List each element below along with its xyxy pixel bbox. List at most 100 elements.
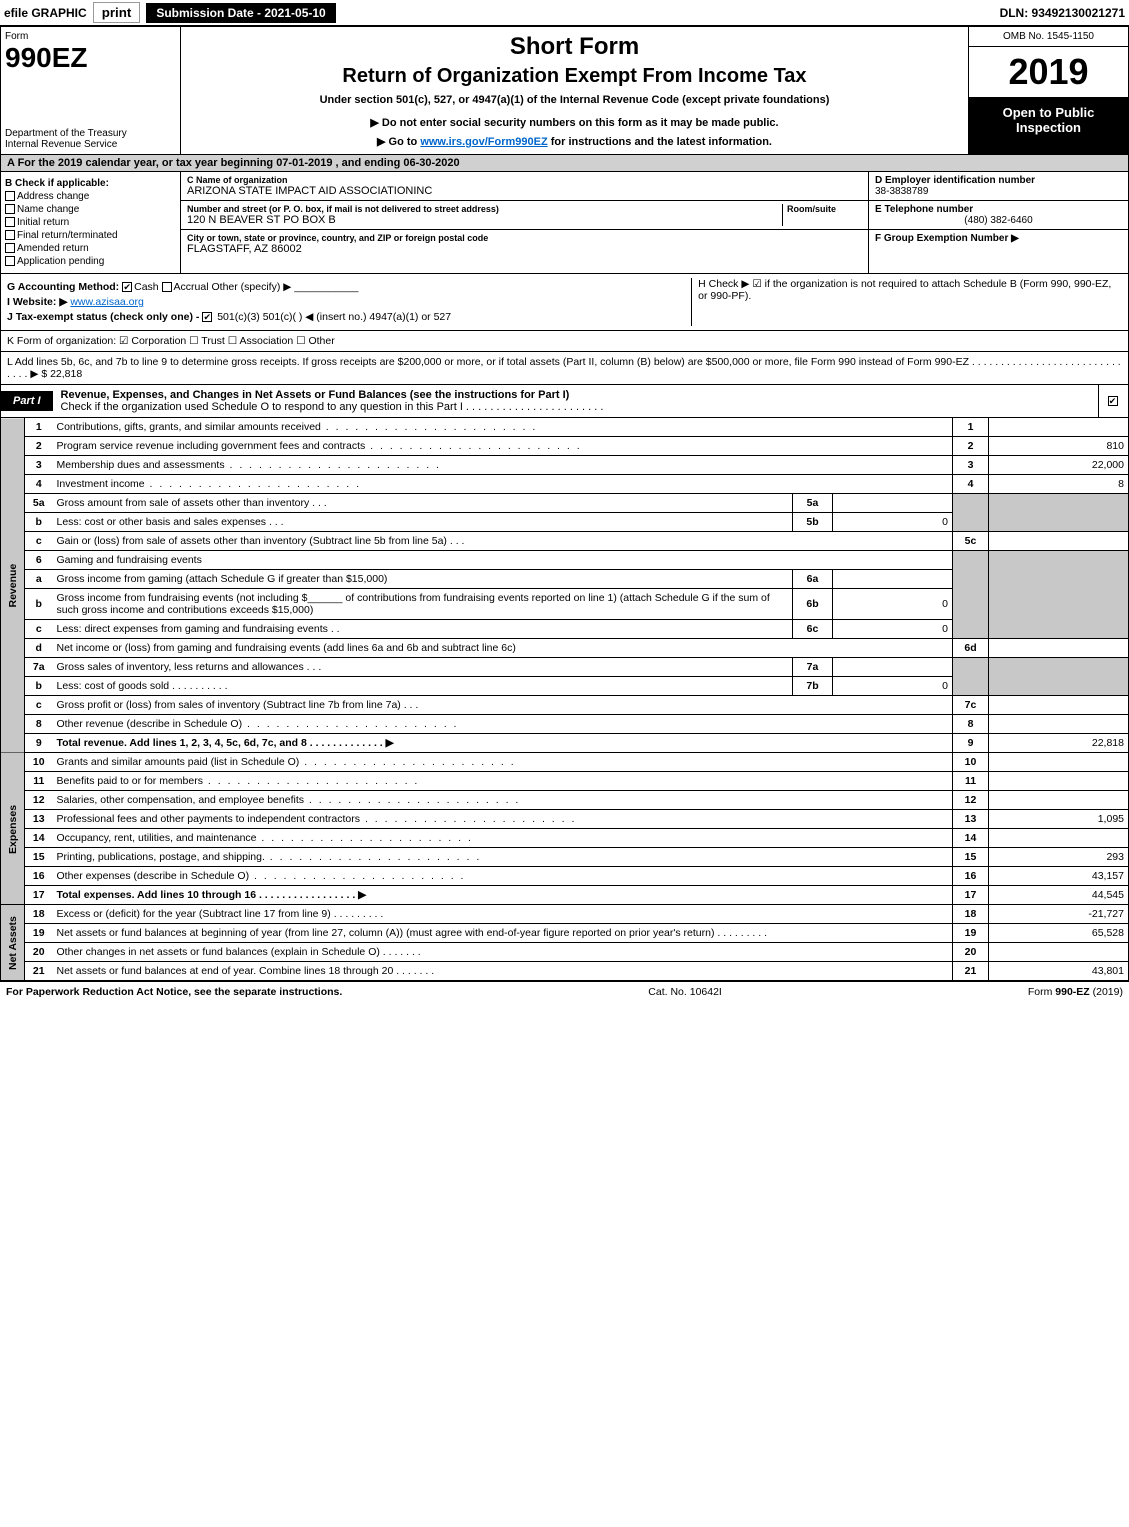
line10-val xyxy=(989,753,1129,772)
line5c-desc: Gain or (loss) from sale of assets other… xyxy=(57,535,447,547)
line12-val xyxy=(989,791,1129,810)
line7b-val: 0 xyxy=(833,677,953,696)
omb-number: OMB No. 1545-1150 xyxy=(969,27,1128,47)
line5a-val xyxy=(833,494,953,513)
city-state-zip: FLAGSTAFF, AZ 86002 xyxy=(187,243,862,255)
line21-val: 43,801 xyxy=(989,962,1129,981)
line4-val: 8 xyxy=(989,475,1129,494)
line13-val: 1,095 xyxy=(989,810,1129,829)
city-label: City or town, state or province, country… xyxy=(187,233,862,243)
note2-post: for instructions and the latest informat… xyxy=(548,136,772,148)
line5b-desc: Less: cost or other basis and sales expe… xyxy=(57,516,267,528)
note2-pre: ▶ Go to xyxy=(377,136,420,148)
line2-desc: Program service revenue including govern… xyxy=(57,440,366,452)
line19-val: 65,528 xyxy=(989,924,1129,943)
line15-val: 293 xyxy=(989,848,1129,867)
line8-val xyxy=(989,715,1129,734)
part-1-header: Part I Revenue, Expenses, and Changes in… xyxy=(0,385,1129,418)
line1-val xyxy=(989,418,1129,437)
line17-desc: Total expenses. Add lines 10 through 16 xyxy=(57,889,257,901)
entity-info: B Check if applicable: Address change Na… xyxy=(0,172,1129,274)
department: Department of the Treasury Internal Reve… xyxy=(5,128,176,150)
revenue-side-label: Revenue xyxy=(1,418,25,753)
line13-desc: Professional fees and other payments to … xyxy=(57,813,361,825)
line7c-val xyxy=(989,696,1129,715)
room-label: Room/suite xyxy=(787,204,862,214)
dept-line2: Internal Revenue Service xyxy=(5,139,176,150)
line14-desc: Occupancy, rent, utilities, and maintena… xyxy=(57,832,257,844)
top-bar-left: efile GRAPHIC print Submission Date - 20… xyxy=(4,2,336,23)
line11-val xyxy=(989,772,1129,791)
line-i: I Website: ▶ www.azisaa.org xyxy=(7,296,685,308)
line6a-val xyxy=(833,570,953,589)
line7b-desc: Less: cost of goods sold xyxy=(57,680,170,692)
tax-period: A For the 2019 calendar year, or tax yea… xyxy=(0,155,1129,172)
opt-amended[interactable]: Amended return xyxy=(5,243,176,254)
meta-ghij: G Accounting Method: Cash Accrual Other … xyxy=(0,274,1129,331)
footer-right: Form 990-EZ (2019) xyxy=(1028,986,1123,998)
header-center: Short Form Return of Organization Exempt… xyxy=(181,27,968,154)
submission-date: Submission Date - 2021-05-10 xyxy=(146,3,335,23)
short-form-title: Short Form xyxy=(191,33,958,61)
phone-label: E Telephone number xyxy=(875,204,1122,215)
ein-value: 38-3838789 xyxy=(875,186,1122,197)
part-1-label: Part I xyxy=(1,391,53,411)
header-right: OMB No. 1545-1150 2019 Open to Public In… xyxy=(968,27,1128,154)
line1-desc: Contributions, gifts, grants, and simila… xyxy=(57,421,321,433)
line-j: J Tax-exempt status (check only one) - 5… xyxy=(7,311,685,323)
org-name-label: C Name of organization xyxy=(187,175,862,185)
501c3-checkbox[interactable] xyxy=(202,312,212,322)
box-b: B Check if applicable: Address change Na… xyxy=(1,172,181,273)
line19-desc: Net assets or fund balances at beginning… xyxy=(57,927,715,939)
street-address: 120 N BEAVER ST PO BOX B xyxy=(187,214,782,226)
line6c-desc: Less: direct expenses from gaming and fu… xyxy=(57,623,328,635)
expenses-side-label: Expenses xyxy=(1,753,25,905)
part-1-checkbox[interactable] xyxy=(1098,385,1128,417)
line15-desc: Printing, publications, postage, and shi… xyxy=(57,851,265,863)
line7a-val xyxy=(833,658,953,677)
line6d-desc: Net income or (loss) from gaming and fun… xyxy=(57,642,516,654)
opt-final-return[interactable]: Final return/terminated xyxy=(5,230,176,241)
boxes-def: D Employer identification number 38-3838… xyxy=(868,172,1128,273)
header-left: Form 990EZ Department of the Treasury In… xyxy=(1,27,181,154)
opt-address-change[interactable]: Address change xyxy=(5,191,176,202)
line-l: L Add lines 5b, 6c, and 7b to line 9 to … xyxy=(0,352,1129,385)
line-k: K Form of organization: ☑ Corporation ☐ … xyxy=(0,331,1129,352)
line4-desc: Investment income xyxy=(57,478,145,490)
opt-name-change[interactable]: Name change xyxy=(5,204,176,215)
line16-desc: Other expenses (describe in Schedule O) xyxy=(57,870,250,882)
line-g: G Accounting Method: Cash Accrual Other … xyxy=(7,281,685,293)
irs-link[interactable]: www.irs.gov/Form990EZ xyxy=(420,136,547,148)
website-link[interactable]: www.azisaa.org xyxy=(70,296,144,308)
line6c-val: 0 xyxy=(833,620,953,639)
opt-pending[interactable]: Application pending xyxy=(5,256,176,267)
line7c-desc: Gross profit or (loss) from sales of inv… xyxy=(57,699,401,711)
line9-desc: Total revenue. Add lines 1, 2, 3, 4, 5c,… xyxy=(57,737,307,749)
note-goto: ▶ Go to www.irs.gov/Form990EZ for instru… xyxy=(191,135,958,148)
form-number: 990EZ xyxy=(5,42,176,74)
dln: DLN: 93492130021271 xyxy=(1000,6,1125,20)
line9-val: 22,818 xyxy=(989,734,1129,753)
line7a-desc: Gross sales of inventory, less returns a… xyxy=(57,661,304,673)
line12-desc: Salaries, other compensation, and employ… xyxy=(57,794,304,806)
page-footer: For Paperwork Reduction Act Notice, see … xyxy=(0,981,1129,1002)
line3-desc: Membership dues and assessments xyxy=(57,459,225,471)
line3-val: 22,000 xyxy=(989,456,1129,475)
line21-desc: Net assets or fund balances at end of ye… xyxy=(57,965,394,977)
accrual-checkbox[interactable] xyxy=(162,282,172,292)
line18-desc: Excess or (deficit) for the year (Subtra… xyxy=(57,908,331,920)
line20-desc: Other changes in net assets or fund bala… xyxy=(57,946,380,958)
form-word: Form xyxy=(5,31,176,42)
group-exempt-label: F Group Exemption Number ▶ xyxy=(875,233,1122,244)
line11-desc: Benefits paid to or for members xyxy=(57,775,203,787)
footer-catno: Cat. No. 10642I xyxy=(648,986,722,998)
line-h: H Check ▶ ☑ if the organization is not r… xyxy=(691,278,1122,326)
opt-initial-return[interactable]: Initial return xyxy=(5,217,176,228)
form-header: Form 990EZ Department of the Treasury In… xyxy=(0,26,1129,155)
print-button[interactable]: print xyxy=(93,2,141,23)
line6b-desc-pre: Gross income from fundraising events (no… xyxy=(57,592,308,604)
cash-checkbox[interactable] xyxy=(122,282,132,292)
line5c-val xyxy=(989,532,1129,551)
line20-val xyxy=(989,943,1129,962)
addr-label: Number and street (or P. O. box, if mail… xyxy=(187,204,782,214)
